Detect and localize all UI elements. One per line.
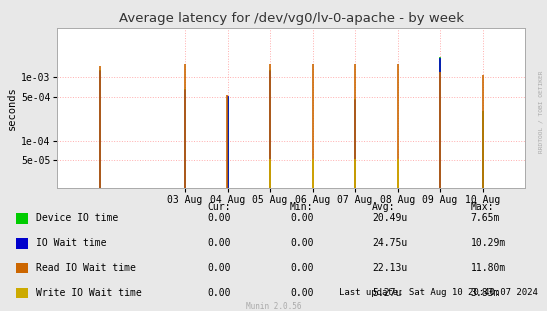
- Text: Min:: Min:: [290, 202, 313, 212]
- Text: Last update: Sat Aug 10 20:40:07 2024: Last update: Sat Aug 10 20:40:07 2024: [339, 288, 538, 297]
- Bar: [16, 288, 28, 298]
- Text: Write IO Wait time: Write IO Wait time: [36, 288, 141, 298]
- Text: 0.00: 0.00: [208, 238, 231, 248]
- Text: 0.00: 0.00: [290, 288, 313, 298]
- Text: IO Wait time: IO Wait time: [36, 238, 106, 248]
- Text: RRDTOOL / TOBI OETIKER: RRDTOOL / TOBI OETIKER: [538, 71, 543, 153]
- Bar: [16, 263, 28, 273]
- Text: Avg:: Avg:: [372, 202, 395, 212]
- Text: 3.83m: 3.83m: [470, 288, 500, 298]
- Y-axis label: seconds: seconds: [7, 86, 17, 130]
- Text: Read IO Wait time: Read IO Wait time: [36, 263, 136, 273]
- Text: 0.00: 0.00: [290, 213, 313, 223]
- Text: 0.00: 0.00: [290, 263, 313, 273]
- Title: Average latency for /dev/vg0/lv-0-apache - by week: Average latency for /dev/vg0/lv-0-apache…: [119, 12, 464, 26]
- Text: 7.65m: 7.65m: [470, 213, 500, 223]
- Bar: [16, 213, 28, 224]
- Text: 10.29m: 10.29m: [470, 238, 505, 248]
- Text: 5.27u: 5.27u: [372, 288, 401, 298]
- Text: 20.49u: 20.49u: [372, 213, 407, 223]
- Bar: [16, 238, 28, 248]
- Text: Max:: Max:: [470, 202, 494, 212]
- Text: 22.13u: 22.13u: [372, 263, 407, 273]
- Text: 24.75u: 24.75u: [372, 238, 407, 248]
- Text: 0.00: 0.00: [208, 288, 231, 298]
- Text: Cur:: Cur:: [208, 202, 231, 212]
- Text: 0.00: 0.00: [208, 213, 231, 223]
- Text: Munin 2.0.56: Munin 2.0.56: [246, 301, 301, 310]
- Text: 0.00: 0.00: [290, 238, 313, 248]
- Text: 0.00: 0.00: [208, 263, 231, 273]
- Text: 11.80m: 11.80m: [470, 263, 505, 273]
- Text: Device IO time: Device IO time: [36, 213, 118, 223]
